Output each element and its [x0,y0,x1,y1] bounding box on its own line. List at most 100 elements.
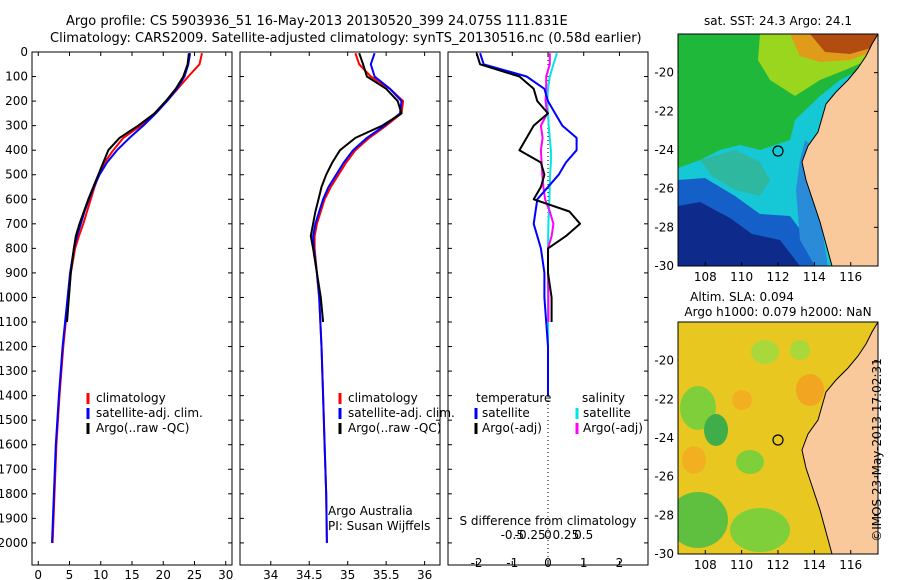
sst-hot [810,34,878,54]
legend-title: salinity [582,391,625,405]
x-tick-label: 5 [66,568,74,580]
legend-label: Argo(-adj) [482,421,542,435]
imos-stamp: ©IMOS 23-May-2013 17:02:31 [870,358,884,542]
sla-green-6 [751,340,779,364]
sla-green-5 [730,508,790,552]
temperature-axes: 0100200300400500600700800900100011001200… [0,45,233,580]
header-line-1: Argo profile: CS 5903936_51 16-May-2013 … [66,14,568,29]
map-x-tick-label: 110 [730,270,753,284]
temperature-satellite-line [479,52,578,396]
argo-line [309,52,403,323]
annotation-line: PI: Susan Wijffels [328,519,430,533]
map-x-tick-label: 116 [839,270,862,284]
legend-label: satellite [482,406,530,420]
sla-green-7 [790,340,810,360]
legend-label: climatology [96,391,166,405]
sla-green-4 [678,492,728,548]
y-tick-label: 300 [5,119,28,133]
s-tick-label: 0 [544,528,552,542]
x-tick-label: 35.5 [373,568,400,580]
axes-frame [239,51,441,566]
map-x-tick-label: 114 [803,270,826,284]
temperature-argo-line [475,52,582,322]
legend-label: satellite-adj. clim. [348,406,455,420]
map-x-tick-label: 112 [767,270,790,284]
map2-float-marker [772,434,784,446]
map2-ticks: 108 110 112 114 116 -20 -22 -24 -26 -28 -30 [654,354,878,572]
sla-green-1 [680,386,716,430]
y-tick-label: 200 [5,94,28,108]
y-tick-label: 600 [5,192,28,206]
y-tick-label: 700 [5,217,28,231]
map-y-tick-label: -26 [654,182,674,196]
y-tick-label: 1300 [0,364,28,378]
map-x-tick-label: 108 [694,558,717,572]
sla-green-2 [704,414,728,446]
map-y-tick-label: -30 [654,259,674,273]
map-y-tick-label: -20 [654,354,674,368]
y-tick-label: 1900 [0,511,28,525]
sst-map [678,34,878,266]
legend-label: climatology [348,391,418,405]
s-axis-label: S difference from climatology [460,514,637,528]
map-y-tick-label: -22 [654,392,674,406]
map-x-tick-label: 114 [803,558,826,572]
climatology-line [313,52,405,543]
sst-cool-deep [678,196,815,266]
s-tick-label: 0.5 [574,528,593,542]
y-tick-label: 1100 [0,315,28,329]
annotation-line: Argo Australia [328,504,413,518]
legend-title: temperature [476,391,551,405]
y-tick-label: 1200 [0,340,28,354]
x-tick-label: 10 [93,568,108,580]
map-y-tick-label: -24 [654,431,674,445]
y-tick-label: 1800 [0,487,28,501]
map-x-tick-label: 116 [839,558,862,572]
map-y-tick-label: -20 [654,66,674,80]
map-y-tick-label: -24 [654,143,674,157]
salinity-axes: 3434.53535.536salinityclimatologysatelli… [239,51,455,580]
map-y-tick-label: -28 [654,508,674,522]
sla-map [678,322,878,554]
x-tick-label: 2 [616,556,624,570]
argo-line [66,53,190,323]
map-y-tick-label: -28 [654,220,674,234]
sst-cool-mid [678,178,815,266]
y-tick-label: 1600 [0,438,28,452]
legend-label: Argo(..raw -QC) [96,421,189,435]
climatology-line [51,52,203,543]
x-tick-label: 35 [340,568,355,580]
legend-label: satellite-adj. clim. [96,406,203,420]
y-tick-label: 0 [20,45,28,59]
legend-label: Argo(-adj) [583,421,643,435]
map2-title-line-1: Altim. SLA: 0.094 [690,290,794,304]
x-tick-label: 25 [187,568,202,580]
satellite-line [51,53,192,543]
sst-teal-band [700,150,770,196]
sla-orange-3 [682,446,706,474]
sla-orange-1 [796,374,824,406]
y-tick-label: 1000 [0,290,28,304]
map1-title: sat. SST: 24.3 Argo: 24.1 [704,14,852,28]
map-y-tick-label: -26 [654,470,674,484]
y-tick-label: 1500 [0,413,28,427]
x-tick-label: -1 [506,556,518,570]
x-tick-label: 34.5 [296,568,323,580]
y-tick-label: 800 [5,241,28,255]
s-tick-label: -0.5 [501,528,524,542]
map1-float-marker [772,145,784,157]
s-tick-label: 0.25 [552,528,579,542]
map-x-tick-label: 112 [767,558,790,572]
x-tick-label: 34 [263,568,278,580]
x-tick-label: 30 [218,568,233,580]
sla-orange-2 [732,390,752,410]
x-tick-label: 0 [544,556,552,570]
y-tick-label: 1400 [0,389,28,403]
x-tick-label: 0 [34,568,42,580]
y-tick-label: 2000 [0,536,28,550]
difference-axes: -2 -1 0 1 2-0.5-0.250 0.250.5S difference fro… [447,51,649,570]
map2-title-line-2: Argo h1000: 0.079 h2000: NaN [684,305,871,319]
map-x-tick-label: 108 [694,270,717,284]
map-x-tick-label: 110 [730,558,753,572]
